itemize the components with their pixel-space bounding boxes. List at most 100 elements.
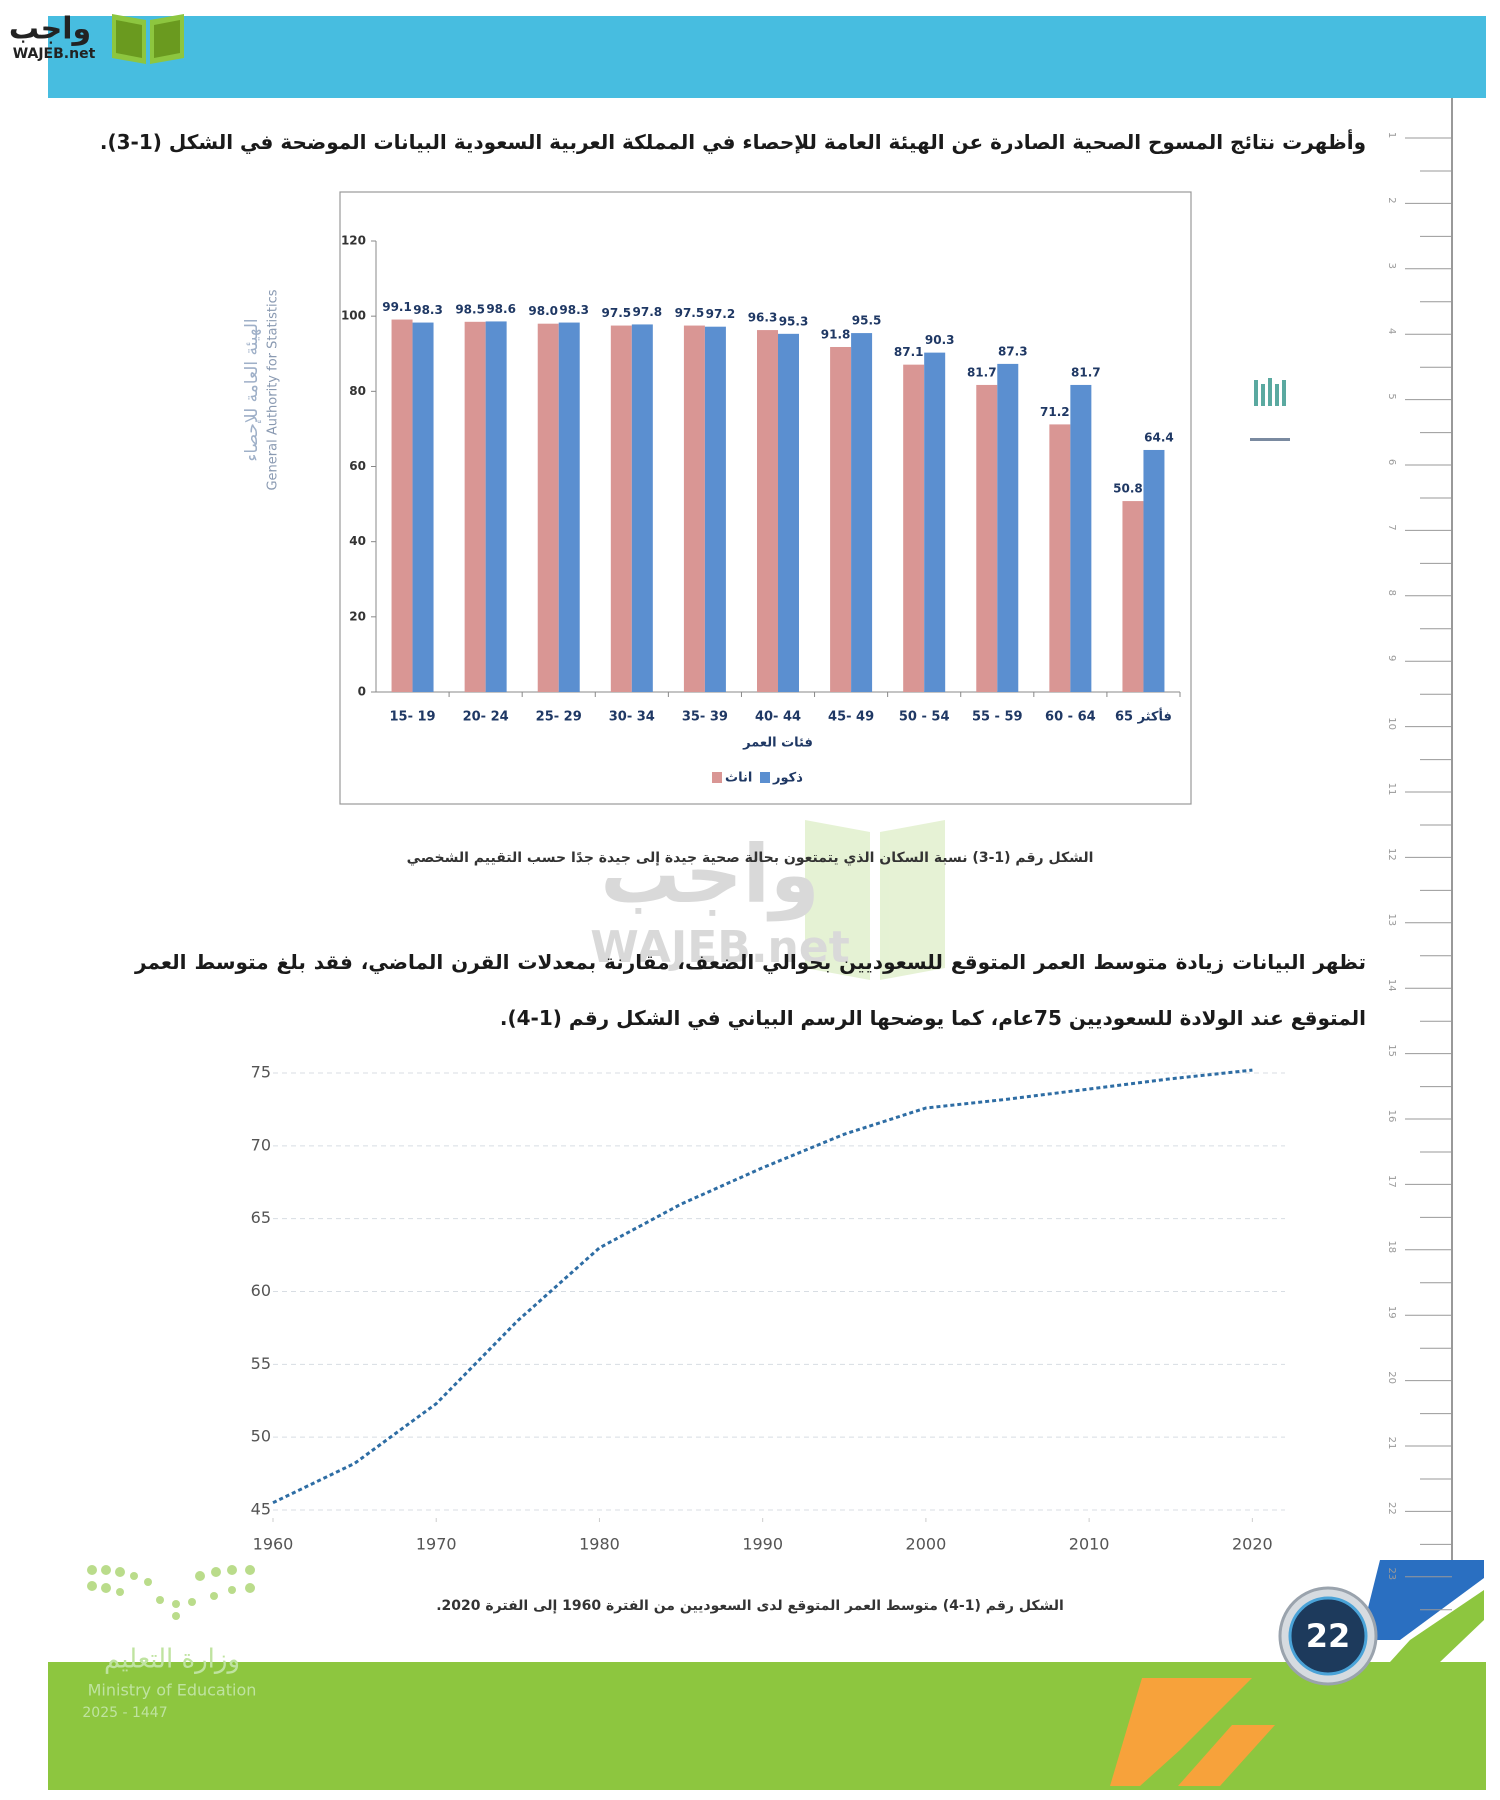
bar [537,323,559,692]
header-band [48,16,1486,98]
ruler-label: 20 [1386,1371,1397,1384]
bar [1143,449,1165,692]
logo-text-en: WAJEB.net [13,46,96,62]
ruler-label: 3 [1386,263,1397,269]
ruler-label: 6 [1386,459,1397,465]
value-label: 71.2 [1040,405,1070,419]
y-tick-label: 60 [251,1281,271,1300]
x-tick-label: 30- 34 [609,710,655,725]
value-label: 64.4 [1144,430,1174,444]
bar [976,384,998,692]
stats-emblem [1250,378,1290,441]
legend-swatch [712,772,722,783]
x-tick-label: 25- 29 [536,710,582,725]
ruler-label: 13 [1386,913,1397,926]
ruler-label: 1 [1386,132,1397,138]
x-tick-label: 40- 44 [755,710,801,725]
legend-swatch [760,772,770,783]
value-label: 97.2 [706,307,736,321]
x-tick-label: 55 - 59 [972,710,1023,725]
bar [1122,501,1144,692]
value-label: 90.3 [925,333,955,347]
ruler-label: 7 [1386,524,1397,530]
bar [412,322,434,692]
chart-frame [339,191,1192,805]
y-tick-label: 45 [251,1500,271,1519]
stats-logo-ar: الهيئة العامة للإحصاء [242,318,262,461]
logo-book-inner [116,20,180,58]
ruler-label: 17 [1386,1175,1397,1188]
footer-stripe [1360,1560,1484,1640]
bar [830,346,852,692]
ministry-name: وزارة التعليم [104,1645,240,1675]
value-label: 98.3 [559,303,589,317]
x-tick-label: 1980 [579,1535,620,1554]
ruler-label: 16 [1386,1110,1397,1123]
figure-caption: الشكل رقم (1-4) متوسط العمر المتوقع لدى … [436,1598,1064,1614]
logo-text: واجب [9,12,91,47]
ministry-emblem [87,1565,255,1620]
ministry-name-en: Ministry of Education [88,1681,257,1700]
bar [558,322,580,692]
bar [683,325,705,692]
ruler-label: 15 [1386,1044,1397,1057]
bar [1049,424,1071,692]
value-label: 97.5 [675,306,705,320]
bar [851,333,873,692]
y-tick-label: 55 [251,1354,271,1373]
value-label: 98.6 [486,302,516,316]
footer-stripe [1110,1678,1252,1786]
value-label: 50.8 [1113,482,1143,496]
legend-label: ذكور [772,771,803,786]
value-label: 95.3 [779,314,809,328]
x-tick-label: 2000 [906,1535,947,1554]
value-label: 97.5 [602,306,632,320]
stats-logo-en: General Authority for Statistics [266,289,281,490]
y-tick-label: 40 [349,534,366,548]
ruler-label: 14 [1386,979,1397,992]
ruler-label: 4 [1386,328,1397,334]
value-label: 96.3 [748,311,778,325]
bar [485,321,507,692]
bar [778,333,799,692]
value-label: 99.1 [382,300,412,314]
footer-stripe [1178,1725,1275,1786]
x-tick-label: 2020 [1232,1535,1273,1554]
ruler-label: 11 [1386,783,1397,796]
y-tick-label: 120 [341,234,366,248]
ministry-years: 2025 - 1447 [82,1705,167,1721]
y-tick-label: 20 [349,609,366,623]
value-label: 81.7 [967,365,997,379]
value-label: 97.8 [633,305,663,319]
ruler-label: 21 [1386,1437,1397,1450]
ruler-label: 23 [1386,1567,1397,1580]
bar [704,326,726,692]
bar [1070,384,1092,692]
value-label: 81.7 [1071,365,1101,379]
ruler-label: 5 [1386,393,1397,399]
x-axis-title: فئات العمر [742,736,813,751]
value-label: 87.1 [894,345,924,359]
x-tick-label: 45- 49 [828,710,874,725]
x-tick-label: 1990 [742,1535,783,1554]
value-label: 91.8 [821,327,851,341]
x-tick-label: 1970 [416,1535,457,1554]
ruler-label: 19 [1386,1306,1397,1319]
x-tick-label: 1960 [253,1535,294,1554]
watermark: واجب WAJEB.net [590,820,945,980]
x-tick-label: 60 - 64 [1045,710,1096,725]
x-tick-label: 15- 19 [389,710,435,725]
paragraph: وأظهرت نتائج المسوح الصحية الصادرة عن ال… [99,130,1366,154]
y-tick-label: 50 [251,1427,271,1446]
legend-label: اناث [725,771,752,786]
y-tick-label: 70 [251,1135,271,1154]
bar [903,364,925,692]
figure-caption: الشكل رقم (1-3) نسبة السكان الذي يتمتعون… [406,850,1094,866]
x-tick-label: 20- 24 [463,710,509,725]
page-badge [1288,1596,1368,1676]
watermark-text-en: WAJEB.net [590,922,850,973]
value-label: 98.5 [455,302,485,316]
page-number: 22 [1306,1617,1351,1655]
